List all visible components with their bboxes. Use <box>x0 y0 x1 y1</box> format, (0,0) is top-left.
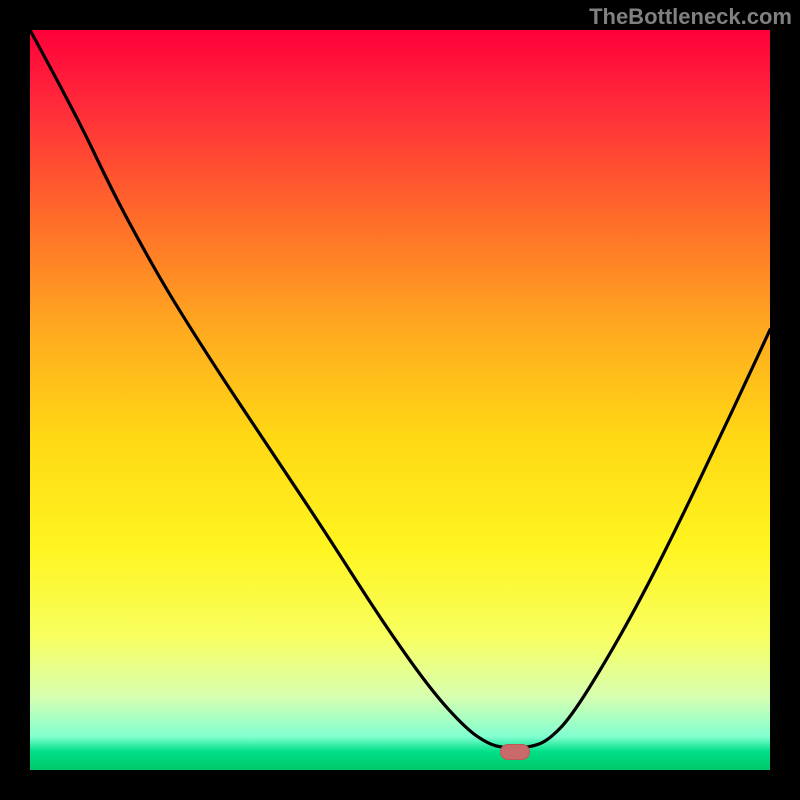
chart-frame: TheBottleneck.com <box>0 0 800 800</box>
plot-area <box>30 30 770 770</box>
optimum-marker <box>500 744 530 760</box>
watermark-text: TheBottleneck.com <box>589 4 792 30</box>
curve-path <box>30 30 770 748</box>
bottleneck-curve <box>30 30 770 770</box>
